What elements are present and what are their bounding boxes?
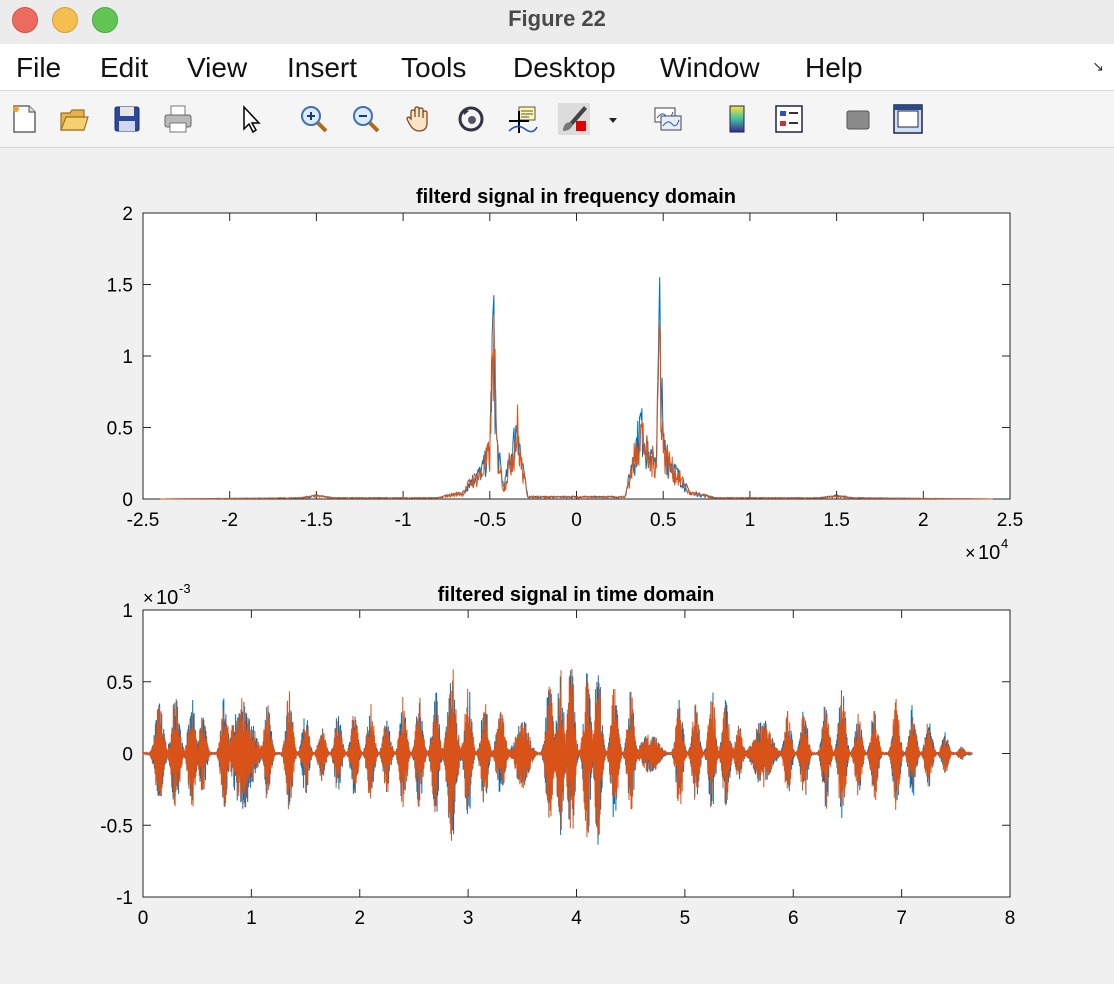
frequency-axes[interactable]: filterd signal in frequency domain -2.5 -… [107,186,1024,564]
axes1-xtick-label: 1.5 [823,510,849,531]
axes1-xtick-label: 0 [571,510,582,531]
link-plot-icon[interactable] [652,103,684,135]
zoom-window-button[interactable] [92,7,118,33]
figure-toolbar [0,91,1114,148]
axes1-xtick-label: -2.5 [127,510,160,531]
zoom-in-icon[interactable] [298,103,330,135]
axes1-box [142,212,1011,500]
axes1-ytick-label: 0.5 [107,419,133,440]
axes1-xtick-label: -0.5 [473,510,506,531]
pointer-icon[interactable] [235,103,267,135]
show-plot-tools-icon[interactable] [892,103,924,135]
axes1-x-exponent-base: 10 [978,542,1000,564]
time-series-2 [142,668,973,841]
menu-desktop[interactable]: Desktop [513,52,616,83]
close-window-button[interactable] [12,7,38,33]
hide-plot-tools-icon[interactable] [842,103,874,135]
svg-text:×: × [143,588,154,608]
pan-hand-icon[interactable] [403,103,435,135]
axes2-xtick-label: 7 [896,908,907,929]
window-titlebar: Figure 22 [0,0,1114,44]
plot-area[interactable]: filterd signal in frequency domain -2.5 -… [0,148,1114,979]
axes2-xtick-label: 1 [246,908,257,929]
window-title: Figure 22 [508,6,606,31]
save-icon[interactable] [111,103,143,135]
axes1-xtick-label: -1.5 [300,510,333,531]
axes2-ytick-label: -0.5 [100,816,133,837]
axes2-xtick-label: 0 [138,908,149,929]
axes1-ytick-label: 0 [122,490,133,511]
zoom-out-icon[interactable] [350,103,382,135]
axes1-ytick-label: 1.5 [107,276,133,297]
menu-bar: File Edit View Insert Tools Desktop Wind… [0,44,1114,91]
minimize-window-button[interactable] [52,7,78,33]
svg-text:×: × [965,543,976,563]
axes1-ytick-label: 2 [122,204,133,225]
menu-tools[interactable]: Tools [401,52,467,83]
axes1-xtick-label: -2 [221,510,238,531]
axes2-y-exponent-power: -3 [179,581,191,596]
menu-edit[interactable]: Edit [100,52,149,83]
axes2-xtick-label: 4 [571,908,582,929]
axes1-xtick-label: 2.5 [997,510,1023,531]
axes2-y-exponent: × 10 -3 [143,581,191,609]
menu-insert[interactable]: Insert [287,52,358,83]
axes2-xtick-label: 5 [680,908,691,929]
axes1-xtick-label: 0.5 [650,510,676,531]
menu-help[interactable]: Help [805,52,863,83]
axes2-ytick-label: 0 [122,745,133,766]
axes2-xtick-label: 6 [788,908,799,929]
axes2-ytick-label: -1 [116,888,133,909]
figure-canvas[interactable]: filterd signal in frequency domain -2.5 -… [0,148,1114,979]
open-icon[interactable] [58,103,90,135]
axes2-xtick-label: 8 [1005,908,1016,929]
axes2-y-exponent-base: 10 [156,587,178,609]
axes2-ytick-label: 1 [122,601,133,622]
axes2-xtick-label: 2 [354,908,365,929]
time-axes[interactable]: filtered signal in time domain 0 1 2 3 4 5 6 7 8… [100,581,1015,929]
menu-file[interactable]: File [16,52,62,83]
print-icon[interactable] [162,103,194,135]
axes1-title: filterd signal in frequency domain [416,186,736,208]
axes1-xtick-label: 1 [745,510,756,531]
axes1-xtick-label: 2 [918,510,929,531]
axes1-xtick-label: -1 [395,510,412,531]
axes1-ytick-label: 1 [122,347,133,368]
axes1-x-exponent: × 10 4 [965,536,1008,564]
axes2-ytick-label: 0.5 [107,673,133,694]
menu-view[interactable]: View [187,52,248,83]
data-cursor-icon[interactable] [507,103,539,135]
spectrum-series-2 [160,315,993,500]
colorbar-icon[interactable] [722,103,754,135]
axes2-xtick-label: 3 [463,908,474,929]
undock-icon[interactable]: ↘ [1092,58,1104,74]
dropdown-arrow-icon[interactable] [604,103,622,135]
brush-icon[interactable] [558,103,590,135]
legend-icon[interactable] [773,103,805,135]
new-figure-icon[interactable] [8,103,40,135]
menu-window[interactable]: Window [660,52,760,83]
axes2-title: filtered signal in time domain [438,584,715,606]
rotate-3d-icon[interactable] [455,103,487,135]
axes1-x-exponent-power: 4 [1001,536,1008,551]
